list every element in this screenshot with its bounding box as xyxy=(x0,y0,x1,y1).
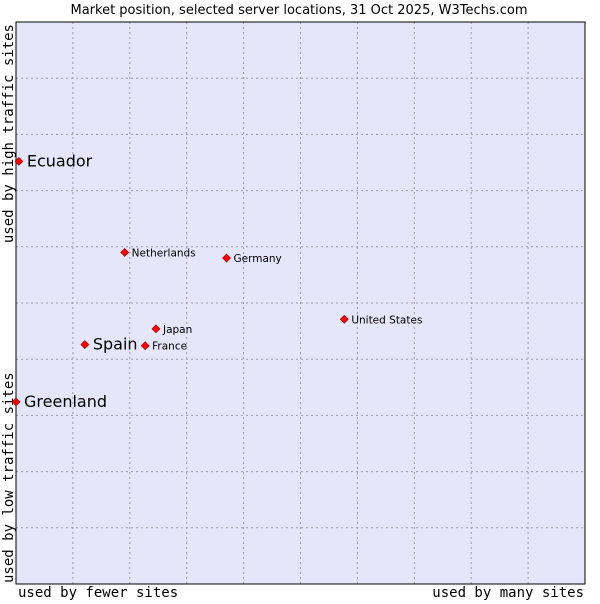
point-spain: Spain xyxy=(80,335,138,354)
point-marker-ecuador xyxy=(14,156,24,166)
x-axis-label-right: used by many sites xyxy=(432,585,584,600)
point-label-ecuador: Ecuador xyxy=(27,151,93,170)
data-points: Ecuador Netherlands Germany United States Ja… xyxy=(11,151,422,411)
plot-border xyxy=(15,21,586,585)
point-greenland: Greenland xyxy=(11,392,107,411)
point-label-france: France xyxy=(152,341,187,353)
y-axis-label-bottom: used by low traffic sites xyxy=(1,372,17,583)
point-germany: Germany xyxy=(222,253,282,265)
point-marker-netherlands xyxy=(120,247,130,257)
point-france: France xyxy=(140,341,187,353)
y-axis-label-top: used by high traffic sites xyxy=(1,24,17,243)
point-label-japan: Japan xyxy=(162,324,192,336)
x-axis-label-left: used by fewer sites xyxy=(18,585,178,600)
point-japan: Japan xyxy=(151,324,192,336)
point-marker-japan xyxy=(151,324,161,334)
point-label-greenland: Greenland xyxy=(24,392,107,411)
point-united-states: United States xyxy=(339,314,422,326)
chart-title: Market position, selected server locatio… xyxy=(70,3,527,18)
point-label-united-states: United States xyxy=(351,314,422,326)
point-marker-germany xyxy=(222,253,231,263)
grid-lines xyxy=(16,22,585,584)
point-marker-greenland xyxy=(11,397,21,407)
point-ecuador: Ecuador xyxy=(14,151,93,170)
point-marker-france xyxy=(140,341,150,351)
point-marker-spain xyxy=(80,340,90,350)
point-marker-united-states xyxy=(339,314,349,324)
point-label-spain: Spain xyxy=(93,335,138,354)
point-label-germany: Germany xyxy=(234,253,282,265)
point-netherlands: Netherlands xyxy=(120,247,196,259)
point-label-netherlands: Netherlands xyxy=(132,247,196,259)
